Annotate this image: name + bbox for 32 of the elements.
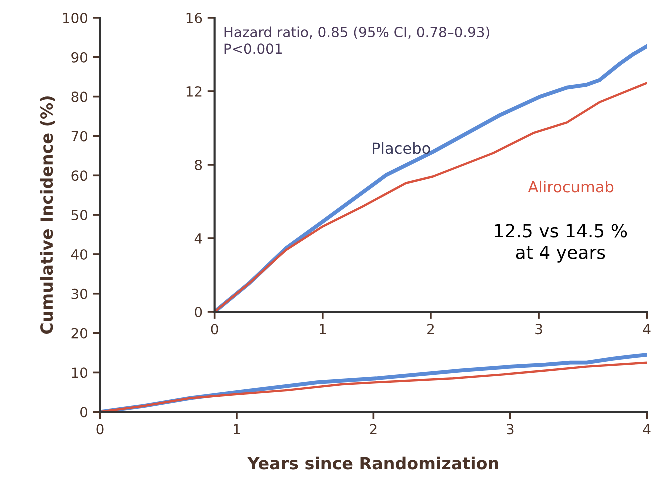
y-tick-label: 0 — [195, 306, 202, 318]
x-tick-label: 0 — [96, 424, 104, 435]
x-tick-label: 4 — [643, 324, 651, 334]
y-tick-label: 12 — [186, 86, 202, 97]
y-tick-label: 4 — [194, 234, 202, 244]
annotation: 12.5 vs 14.5 % at 4 years — [495, 224, 628, 263]
y-tick-label: 10 — [72, 368, 88, 378]
x-tick-label: 1 — [320, 324, 326, 334]
series-label: Placebo — [373, 142, 430, 154]
y-tick-label: 16 — [186, 12, 202, 24]
x-axis-title: Years since Randomization — [248, 456, 498, 470]
x-tick-label: 2 — [370, 424, 377, 434]
y-axis-title: Cumulative Incidence (%) — [40, 96, 56, 334]
annotation: Hazard ratio, 0.85 (95% CI, 0.78–0.93) P<0.001 — [224, 26, 490, 54]
y-tick-label: 30 — [72, 288, 88, 300]
x-tick-label: 0 — [211, 324, 218, 335]
x-tick-label: 3 — [507, 424, 514, 435]
y-tick-label: 60 — [72, 170, 88, 182]
y-tick-label: 20 — [72, 328, 88, 339]
y-tick-label: 70 — [72, 131, 88, 142]
y-tick-label: 100 — [63, 12, 88, 24]
y-tick-label: 8 — [195, 160, 202, 170]
y-tick-label: 0 — [80, 407, 88, 418]
text: Alirocumab — [528, 180, 614, 193]
y-tick-label: 50 — [72, 210, 88, 221]
x-tick-label: 2 — [428, 324, 434, 334]
x-tick-label: 1 — [234, 424, 240, 434]
x-tick-label: 4 — [643, 424, 651, 434]
x-tick-label: 3 — [536, 324, 542, 335]
y-tick-label: 80 — [72, 92, 88, 102]
y-tick-label: 90 — [72, 52, 88, 63]
y-tick-label: 40 — [71, 249, 88, 260]
